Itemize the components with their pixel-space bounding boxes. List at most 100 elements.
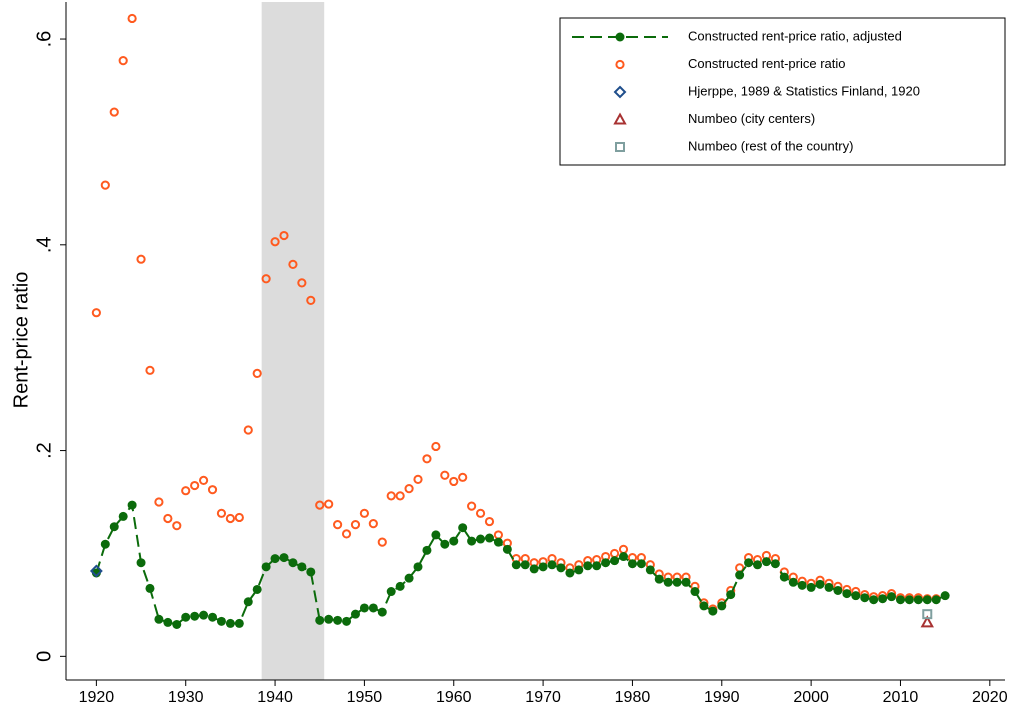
point bbox=[440, 470, 450, 480]
point bbox=[297, 562, 307, 572]
point bbox=[797, 580, 807, 590]
point bbox=[172, 619, 182, 629]
point bbox=[735, 570, 745, 580]
point bbox=[91, 308, 101, 318]
legend-marker bbox=[613, 85, 627, 99]
point bbox=[100, 180, 110, 190]
point bbox=[243, 597, 253, 607]
point bbox=[350, 520, 361, 530]
point bbox=[887, 592, 897, 602]
point bbox=[672, 577, 682, 587]
point bbox=[815, 579, 825, 589]
point bbox=[878, 594, 888, 604]
point bbox=[717, 601, 727, 611]
point bbox=[467, 536, 477, 546]
point bbox=[234, 618, 244, 628]
point bbox=[922, 595, 932, 605]
point bbox=[395, 491, 405, 501]
point bbox=[431, 441, 441, 452]
point bbox=[368, 519, 378, 529]
point bbox=[315, 615, 325, 625]
point bbox=[440, 539, 450, 549]
point bbox=[744, 558, 754, 568]
point bbox=[100, 539, 110, 549]
point bbox=[502, 544, 512, 554]
y-tick-label: .4 bbox=[33, 236, 55, 253]
point bbox=[788, 577, 798, 587]
point bbox=[199, 610, 209, 620]
shaded-period bbox=[261, 2, 325, 680]
point bbox=[806, 582, 816, 592]
point bbox=[404, 573, 414, 583]
point bbox=[279, 230, 289, 241]
y-axis-label: Rent-price ratio bbox=[10, 272, 32, 409]
point bbox=[484, 516, 495, 527]
x-tick-label: 1970 bbox=[525, 689, 561, 706]
point bbox=[306, 295, 316, 305]
point bbox=[261, 274, 271, 284]
legend-box bbox=[559, 17, 1006, 166]
point bbox=[386, 587, 396, 597]
x-tick-label: 1950 bbox=[347, 689, 383, 706]
point bbox=[154, 497, 164, 507]
point bbox=[368, 603, 378, 613]
point bbox=[770, 559, 780, 569]
point bbox=[234, 512, 244, 523]
point bbox=[449, 536, 459, 546]
point bbox=[592, 561, 602, 571]
y-tick-label: .6 bbox=[33, 31, 55, 48]
point bbox=[422, 545, 432, 555]
point bbox=[619, 552, 629, 562]
legend-label: Constructed rent-price ratio bbox=[688, 56, 846, 71]
legend-marker bbox=[615, 142, 625, 152]
point bbox=[493, 537, 503, 547]
point bbox=[583, 561, 593, 571]
point bbox=[520, 560, 530, 570]
point bbox=[324, 499, 334, 509]
point bbox=[190, 611, 200, 621]
point bbox=[216, 616, 226, 626]
point bbox=[395, 581, 405, 591]
point bbox=[172, 521, 182, 531]
point bbox=[431, 530, 441, 540]
point bbox=[252, 368, 262, 379]
point bbox=[127, 500, 137, 510]
point bbox=[681, 577, 691, 587]
point bbox=[341, 529, 352, 539]
point bbox=[252, 584, 262, 594]
point bbox=[833, 585, 843, 595]
point bbox=[386, 491, 396, 501]
point bbox=[708, 606, 718, 616]
point bbox=[207, 485, 218, 495]
point bbox=[869, 595, 879, 605]
x-tick-label: 1940 bbox=[257, 689, 293, 706]
point bbox=[601, 558, 611, 568]
legend-label: Numbeo (city centers) bbox=[688, 111, 815, 126]
x-tick-label: 2010 bbox=[883, 689, 919, 706]
point bbox=[690, 587, 700, 597]
point bbox=[842, 589, 852, 599]
point bbox=[261, 562, 271, 572]
legend-label: Constructed rent-price ratio, adjusted bbox=[688, 28, 902, 43]
point bbox=[288, 259, 298, 269]
point bbox=[145, 583, 155, 593]
point bbox=[860, 593, 870, 603]
point bbox=[190, 480, 200, 491]
x-tick-label: 1990 bbox=[704, 689, 740, 706]
point bbox=[422, 454, 432, 464]
point bbox=[270, 237, 280, 247]
point bbox=[413, 562, 423, 572]
point bbox=[198, 475, 209, 486]
point bbox=[476, 534, 486, 544]
point bbox=[109, 107, 119, 117]
point bbox=[154, 614, 164, 624]
point bbox=[663, 577, 673, 587]
point bbox=[627, 559, 637, 569]
x-tick-label: 1980 bbox=[615, 689, 651, 706]
point bbox=[181, 612, 191, 622]
legend: Constructed rent-price ratio, adjusted Co… bbox=[559, 17, 1006, 166]
point bbox=[493, 530, 504, 540]
point bbox=[904, 595, 914, 605]
point bbox=[297, 278, 307, 288]
